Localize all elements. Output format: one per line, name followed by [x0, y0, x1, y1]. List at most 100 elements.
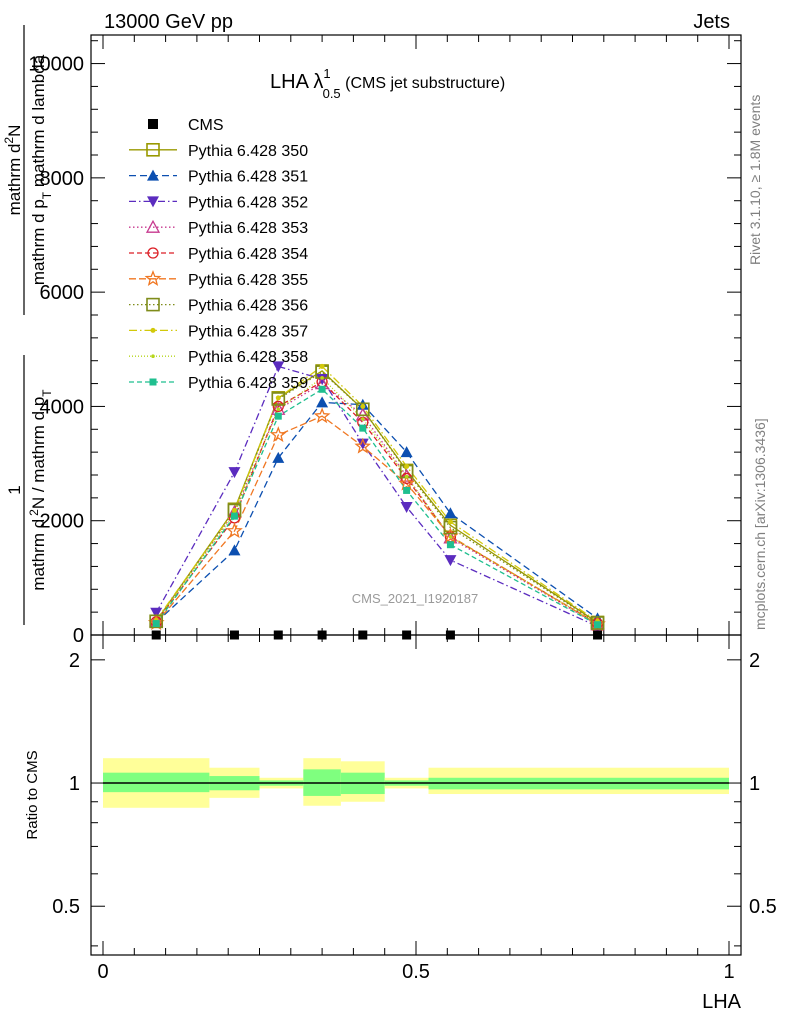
series-point: [398, 474, 415, 491]
series-point: [272, 451, 285, 463]
y-tick-label: 2000: [40, 511, 85, 533]
cms-data-point: [317, 630, 327, 640]
ratio-tick-label: 0.5: [52, 896, 80, 918]
legend-marker: [146, 297, 160, 312]
legend-label: Pythia 6.428 350: [188, 143, 308, 160]
series-point: [400, 472, 413, 485]
series-point: [590, 616, 605, 630]
series-point: [276, 407, 281, 412]
legend-label: Pythia 6.428 358: [188, 349, 308, 366]
series-point: [318, 385, 326, 393]
legend-label: Pythia 6.428 353: [188, 220, 308, 237]
series-point: [444, 555, 457, 567]
series-point: [228, 544, 241, 556]
legend-label: Pythia 6.428 351: [188, 169, 308, 186]
main-y-axis-label: 1 mathrm d2N / mathrm d pT mathrm d2N ma…: [2, 25, 54, 625]
series-point: [594, 621, 602, 629]
series-point: [272, 400, 284, 413]
legend-marker: [144, 270, 162, 286]
series-point: [150, 607, 163, 619]
series-point: [404, 463, 410, 469]
series-point: [403, 486, 411, 494]
legend-marker: [149, 378, 157, 386]
cms-data-point: [593, 630, 603, 640]
series-markers: [147, 361, 606, 633]
legend-label: Pythia 6.428 359: [188, 375, 308, 392]
series-point: [226, 522, 243, 539]
series-point: [228, 467, 241, 479]
series-point: [271, 392, 286, 406]
ratio-tick-label-right: 1: [749, 773, 760, 795]
ratio-tick-label-right: 0.5: [749, 896, 777, 918]
header-left-label: 13000 GeV pp: [104, 11, 233, 33]
series-point: [274, 412, 282, 420]
series-point: [231, 507, 237, 513]
y-tick-label: 10000: [28, 54, 84, 76]
series-point: [152, 620, 160, 628]
series-point: [448, 534, 453, 539]
y-tick-label: 4000: [40, 396, 85, 418]
legend-marker: [151, 354, 155, 359]
ratio-axis-ticks: 0.5 0.5 1 1 2 2: [52, 650, 777, 947]
x-tick-label: 1: [723, 961, 734, 983]
legend-label: Pythia 6.428 352: [188, 194, 308, 211]
series-line: [155, 365, 598, 627]
cms-data-point: [358, 630, 368, 640]
legend-label: CMS: [188, 117, 224, 134]
ylabel-num: mathrm d2N: [2, 125, 24, 216]
ylabel-frac-den: mathrm d2N / mathrm d pT: [27, 389, 54, 591]
ratio-tick-label: 1: [69, 773, 80, 795]
ylabel-frac-num: 1: [5, 485, 24, 494]
legend-label: Pythia 6.428 354: [188, 246, 308, 263]
cms-data-markers: [151, 630, 603, 640]
analysis-watermark: CMS_2021_I1920187: [352, 591, 479, 606]
series-lines: [155, 365, 598, 627]
series-point: [400, 446, 413, 458]
series-line: [155, 388, 598, 626]
legend-marker: [147, 196, 159, 208]
series-point: [269, 426, 287, 443]
series-point: [399, 468, 414, 482]
series-point: [319, 363, 325, 369]
x-tick-label: 0: [97, 961, 108, 983]
series-line: [155, 365, 598, 622]
legend-label: Pythia 6.428 355: [188, 272, 308, 289]
y-tick-label: 6000: [40, 282, 85, 304]
series-point: [400, 502, 413, 513]
series-point: [355, 402, 370, 417]
ratio-y-axis-label: Ratio to CMS: [24, 750, 41, 839]
cms-data-point: [229, 630, 239, 640]
series-point: [275, 395, 281, 401]
x-axis-label: LHA: [702, 991, 742, 1013]
x-tick-label: 0.5: [402, 961, 430, 983]
legend-marker: [147, 169, 159, 181]
main-axis-ticks: 0 2000 4000 6000 8000 10000: [28, 40, 741, 647]
series-point: [360, 403, 366, 409]
series-point: [272, 361, 285, 373]
legend-marker: [147, 247, 159, 259]
series-point: [404, 474, 409, 479]
cms-data-point: [151, 630, 161, 640]
y-tick-label: 8000: [40, 168, 85, 190]
series-line: [155, 377, 598, 625]
series-line: [155, 381, 598, 625]
series-line: [155, 371, 598, 624]
series-point: [313, 407, 331, 424]
header-right-label: Jets: [693, 11, 730, 33]
legend-marker: [148, 119, 158, 129]
cms-data-point: [402, 630, 412, 640]
series-point: [446, 541, 454, 549]
plot-title: LHA λ1 0.5 (CMS jet substructure): [270, 66, 505, 101]
rivet-version-label: Rivet 3.1.10, ≥ 1.8M events: [747, 95, 763, 265]
series-point: [447, 519, 453, 525]
legend-label: Pythia 6.428 357: [188, 323, 308, 340]
mcplots-reference-label: mcplots.cern.ch [arXiv:1306.3436]: [752, 418, 768, 630]
series-point: [149, 614, 164, 629]
legend-marker: [145, 219, 161, 233]
series-point: [230, 512, 238, 520]
series-point: [444, 507, 457, 519]
series-point: [360, 417, 365, 421]
ratio-tick-label: 2: [69, 650, 80, 672]
series-point: [354, 437, 372, 454]
y-tick-label: 0: [73, 625, 84, 647]
